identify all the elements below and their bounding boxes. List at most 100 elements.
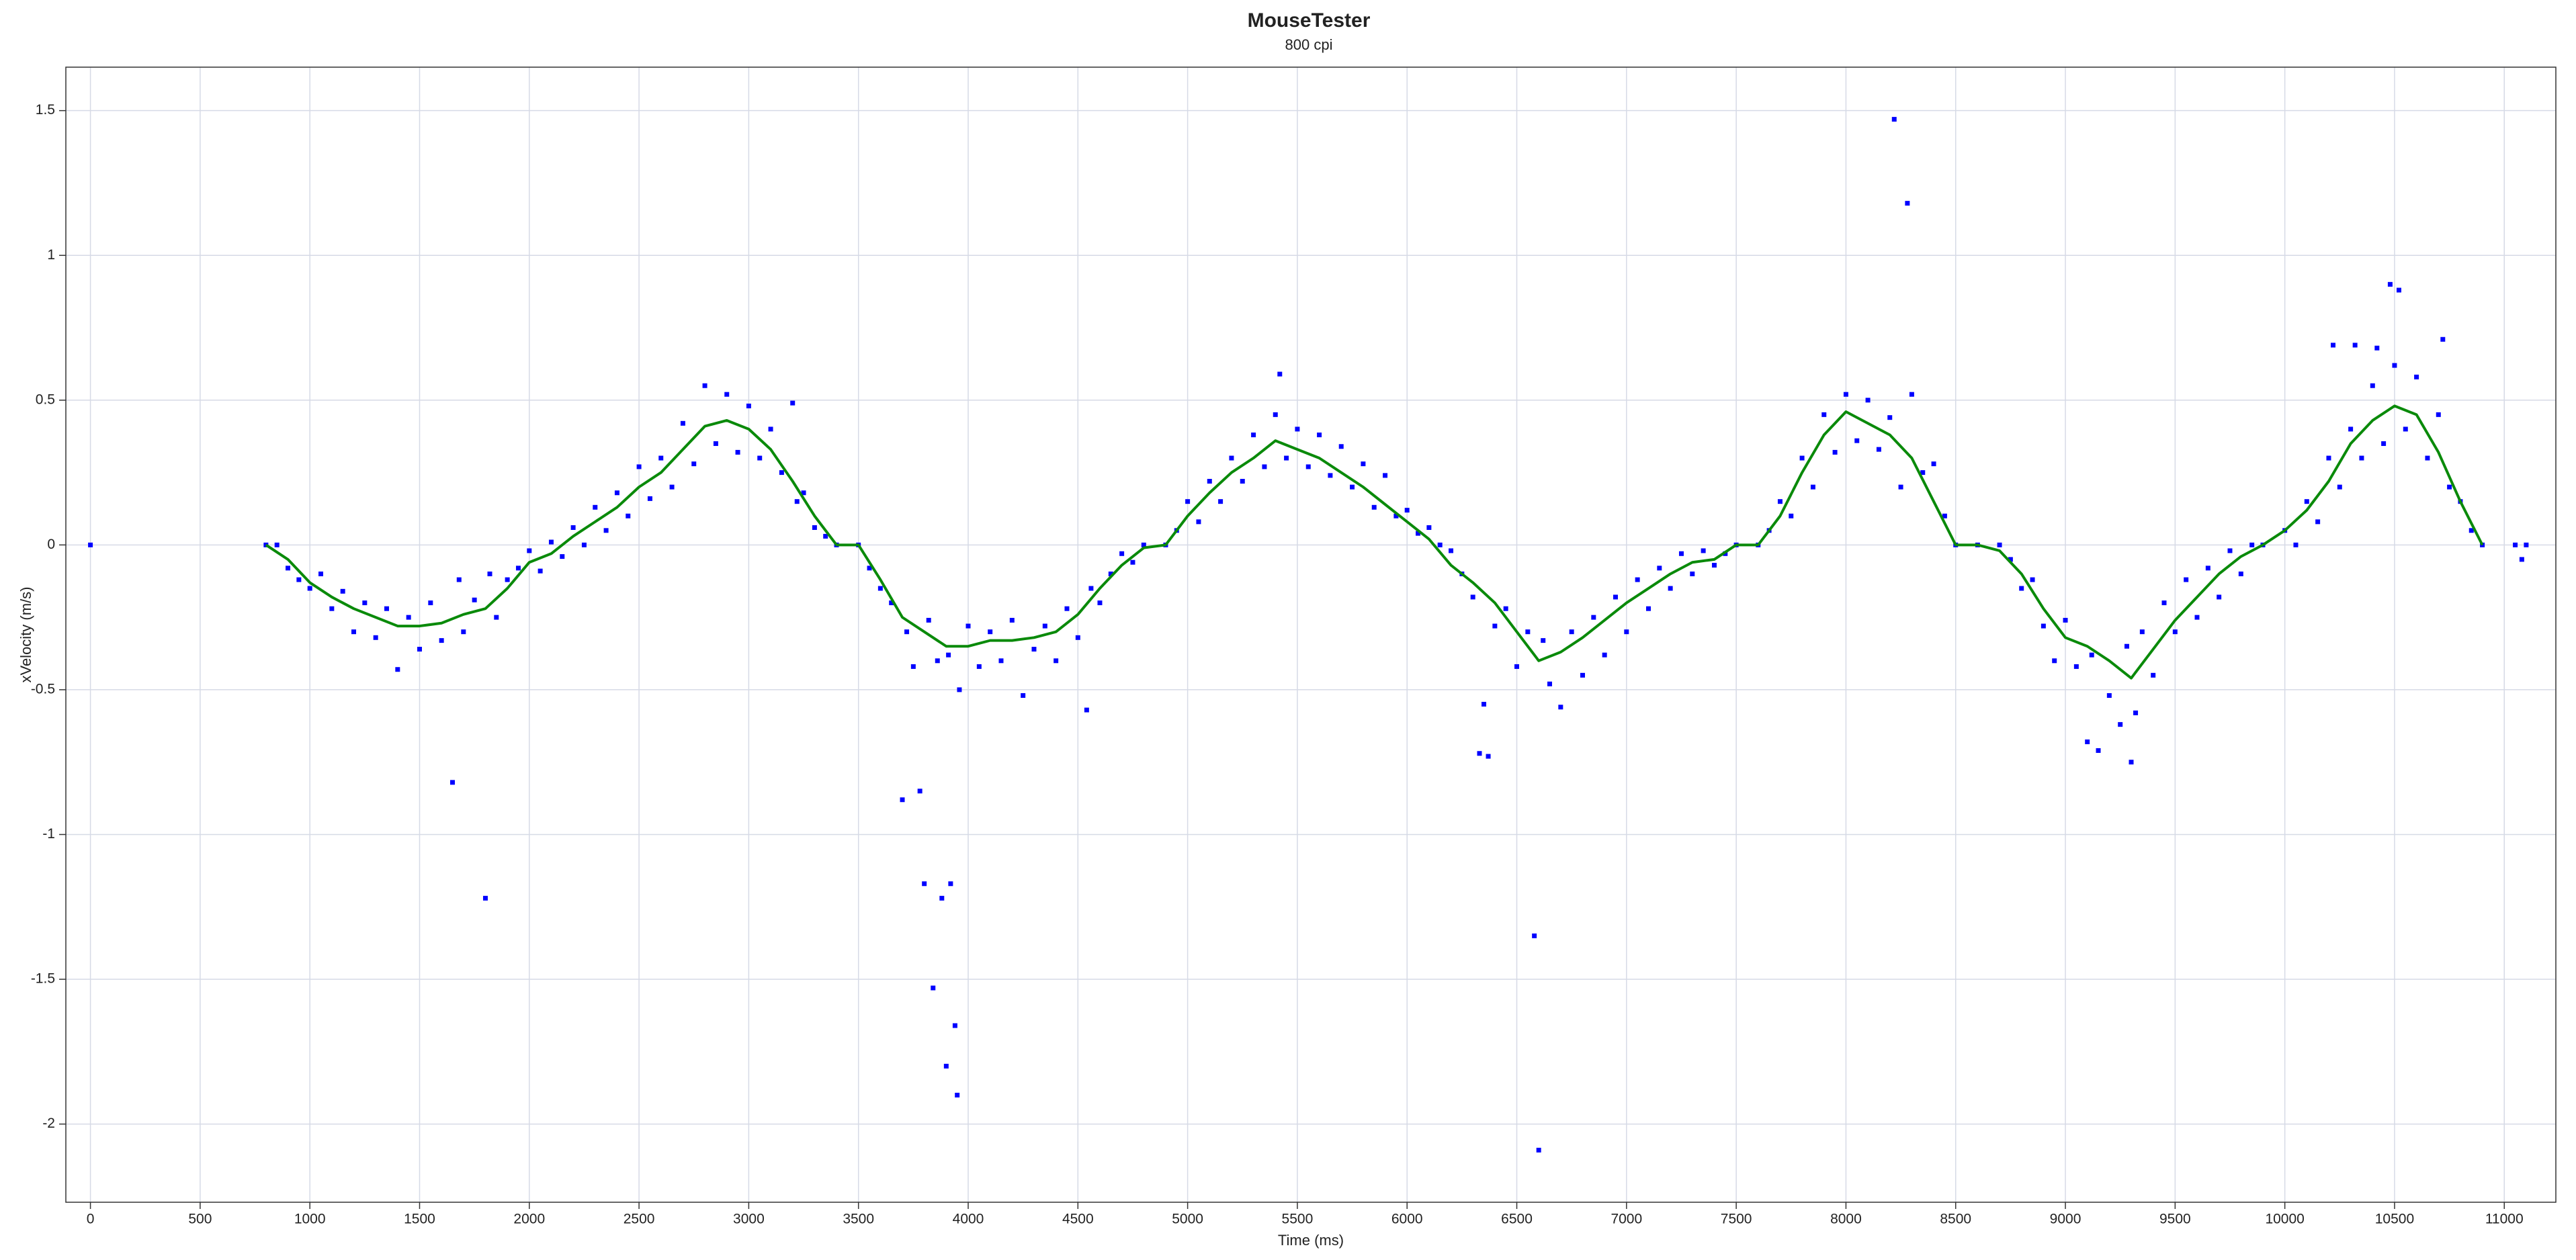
x-tick-label: 9500 bbox=[2159, 1212, 2191, 1227]
velocity-point bbox=[373, 635, 378, 640]
velocity-point bbox=[1532, 933, 1537, 938]
velocity-point bbox=[2425, 455, 2430, 461]
x-tick-label: 3500 bbox=[843, 1212, 874, 1227]
velocity-point bbox=[318, 571, 324, 576]
velocity-point bbox=[946, 652, 951, 658]
velocity-point bbox=[1317, 433, 1322, 438]
velocity-point bbox=[1909, 392, 1914, 397]
velocity-point bbox=[2085, 739, 2090, 745]
velocity-point bbox=[1470, 594, 1475, 600]
velocity-point bbox=[560, 554, 565, 559]
velocity-point bbox=[362, 600, 368, 606]
velocity-point bbox=[1602, 652, 1607, 658]
velocity-point bbox=[2205, 566, 2210, 571]
velocity-point bbox=[1482, 701, 1487, 707]
x-tick-label: 5000 bbox=[1172, 1212, 1203, 1227]
velocity-point bbox=[351, 629, 357, 635]
velocity-point bbox=[2403, 426, 2408, 432]
velocity-point bbox=[877, 586, 883, 591]
velocity-point bbox=[779, 470, 784, 476]
velocity-point bbox=[2238, 571, 2243, 576]
velocity-point bbox=[286, 566, 291, 571]
x-tick-label: 8000 bbox=[1830, 1212, 1862, 1227]
velocity-point bbox=[2139, 629, 2145, 635]
velocity-point bbox=[1591, 615, 1596, 620]
velocity-point bbox=[1657, 566, 1662, 571]
velocity-point bbox=[680, 420, 685, 426]
velocity-point bbox=[2041, 623, 2046, 629]
velocity-point bbox=[939, 895, 945, 901]
velocity-point bbox=[1997, 542, 2002, 547]
velocity-point bbox=[988, 629, 993, 635]
velocity-point bbox=[1645, 606, 1651, 611]
velocity-point bbox=[2217, 594, 2222, 600]
x-tick-label: 5500 bbox=[1282, 1212, 1314, 1227]
velocity-point bbox=[1416, 531, 1421, 536]
velocity-point bbox=[1273, 412, 1278, 417]
velocity-point bbox=[1284, 455, 1289, 461]
velocity-point bbox=[757, 455, 763, 461]
velocity-point bbox=[603, 528, 609, 533]
x-tick-label: 3000 bbox=[733, 1212, 765, 1227]
velocity-point bbox=[2447, 484, 2452, 490]
velocity-point bbox=[1905, 201, 1910, 206]
velocity-point bbox=[1536, 1147, 1541, 1153]
velocity-point bbox=[307, 586, 312, 591]
velocity-point bbox=[669, 484, 675, 490]
velocity-point bbox=[889, 600, 894, 606]
velocity-point bbox=[384, 606, 389, 611]
velocity-point bbox=[1810, 484, 1815, 490]
velocity-point bbox=[1821, 412, 1827, 417]
velocity-point bbox=[494, 615, 499, 620]
velocity-point bbox=[417, 647, 422, 652]
velocity-point bbox=[1119, 551, 1125, 556]
velocity-point bbox=[505, 577, 510, 582]
velocity-point bbox=[439, 638, 444, 643]
velocity-point bbox=[2118, 722, 2123, 727]
velocity-point bbox=[88, 542, 93, 547]
velocity-point bbox=[456, 577, 462, 582]
velocity-point bbox=[449, 780, 455, 785]
velocity-point bbox=[1185, 499, 1191, 504]
y-tick-label: 0 bbox=[47, 537, 55, 552]
velocity-point bbox=[1558, 705, 1563, 710]
velocity-point bbox=[1130, 559, 1135, 565]
x-tick-label: 2500 bbox=[624, 1212, 655, 1227]
velocity-point bbox=[482, 895, 488, 901]
velocity-point bbox=[2073, 664, 2079, 669]
velocity-point bbox=[823, 533, 828, 539]
velocity-point bbox=[1088, 586, 1094, 591]
velocity-point bbox=[1525, 629, 1531, 635]
velocity-point bbox=[1486, 754, 1491, 759]
velocity-point bbox=[1492, 623, 1498, 629]
velocity-point bbox=[948, 881, 953, 887]
x-tick-label: 0 bbox=[87, 1212, 95, 1227]
x-tick-label: 8500 bbox=[1940, 1212, 1971, 1227]
velocity-point bbox=[917, 789, 922, 794]
velocity-point bbox=[1580, 672, 1586, 678]
velocity-point bbox=[801, 490, 806, 496]
velocity-point bbox=[2129, 760, 2134, 765]
velocity-point bbox=[935, 658, 940, 664]
velocity-point bbox=[1097, 600, 1103, 606]
velocity-point bbox=[1196, 519, 1201, 525]
velocity-point bbox=[274, 542, 280, 547]
x-tick-label: 6500 bbox=[1501, 1212, 1533, 1227]
velocity-point bbox=[1891, 117, 1897, 122]
velocity-point bbox=[296, 577, 302, 582]
velocity-point bbox=[1108, 571, 1113, 576]
velocity-point bbox=[1141, 542, 1146, 547]
y-axis-label: xVelocity (m/s) bbox=[17, 586, 34, 682]
x-tick-label: 7500 bbox=[1721, 1212, 1752, 1227]
y-tick-label: -2 bbox=[42, 1116, 55, 1131]
velocity-point bbox=[2524, 542, 2529, 547]
velocity-point bbox=[955, 1092, 960, 1097]
velocity-point bbox=[1054, 658, 1059, 664]
velocity-point bbox=[812, 525, 817, 530]
velocity-point bbox=[329, 606, 335, 611]
velocity-point bbox=[487, 571, 492, 576]
velocity-point bbox=[1777, 499, 1783, 504]
velocity-point bbox=[1295, 426, 1300, 432]
x-tick-label: 500 bbox=[188, 1212, 212, 1227]
velocity-point bbox=[768, 426, 773, 432]
